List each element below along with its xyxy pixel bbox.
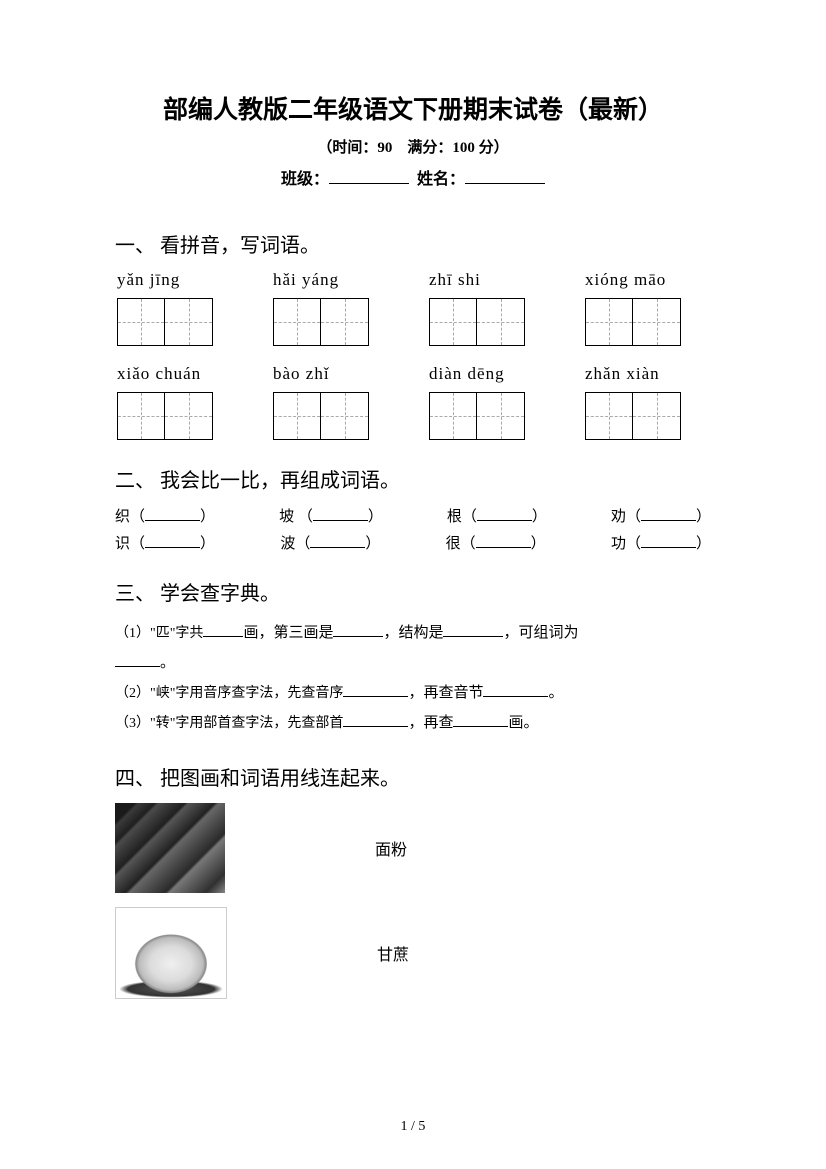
rice-image (115, 907, 227, 999)
page: 部编人教版二年级语文下册期末试卷（最新） （时间：90 满分：100 分） 班级… (0, 0, 826, 1169)
section4-heading: 四、 把图画和词语用线连起来。 (115, 762, 711, 791)
answer-blank[interactable] (343, 712, 408, 727)
answer-blank[interactable] (477, 506, 532, 521)
pinyin-row-1: yǎn jīng hǎi yáng zhī shi xióng māo (115, 270, 711, 290)
compare-item: 织（） (115, 505, 215, 526)
answer-blank[interactable] (310, 533, 365, 548)
answer-blank[interactable] (453, 712, 508, 727)
answer-blank[interactable] (313, 506, 368, 521)
answer-blank[interactable] (333, 622, 383, 637)
sugarcane-image (115, 803, 225, 893)
pinyin-row-2: xiǎo chuán bào zhǐ diàn dēng zhǎn xiàn (115, 364, 711, 384)
tianzi-box[interactable] (585, 392, 705, 440)
tianzi-row-1 (115, 298, 711, 346)
pinyin-2-4: zhǎn xiàn (585, 364, 705, 384)
tianzi-box[interactable] (117, 298, 237, 346)
match-word-2: 甘蔗 (377, 941, 409, 965)
section2-heading: 二、 我会比一比，再组成词语。 (115, 464, 711, 493)
answer-blank[interactable] (145, 533, 200, 548)
q3-line3: （3）"转"字用部首查字法，先查部首，再查画。 (115, 708, 711, 738)
pic-row-1: 面粉 (115, 803, 711, 893)
tianzi-box[interactable] (429, 392, 549, 440)
section1-heading: 一、 看拼音，写词语。 (115, 229, 711, 258)
tianzi-box[interactable] (273, 392, 393, 440)
answer-blank[interactable] (476, 533, 531, 548)
pinyin-2-2: bào zhǐ (273, 364, 393, 384)
match-word-1: 面粉 (375, 836, 407, 860)
pinyin-1-1: yǎn jīng (117, 270, 237, 290)
answer-blank[interactable] (203, 622, 243, 637)
compare-item: 劝（） (611, 505, 711, 526)
pinyin-1-4: xióng māo (585, 270, 705, 290)
page-footer: 1 / 5 (0, 1119, 826, 1135)
section3-heading: 三、 学会查字典。 (115, 577, 711, 606)
tianzi-box[interactable] (585, 298, 705, 346)
answer-blank[interactable] (483, 682, 548, 697)
compare-item: 识（） (115, 532, 215, 553)
compare-item: 波（） (280, 532, 380, 553)
compare-item: 坡 （） (279, 505, 383, 526)
pinyin-1-2: hǎi yáng (273, 270, 393, 290)
compare-item: 很（） (446, 532, 546, 553)
tianzi-box[interactable] (117, 392, 237, 440)
compare-row-b: 识（） 波（） 很（） 功（） (115, 532, 711, 553)
answer-blank[interactable] (443, 622, 503, 637)
name-blank[interactable] (465, 167, 545, 184)
pic-row-2: 甘蔗 (115, 907, 711, 999)
answer-blank[interactable] (641, 506, 696, 521)
tianzi-box[interactable] (429, 298, 549, 346)
q3-line1b: 。 (115, 648, 711, 678)
compare-item: 功（） (611, 532, 711, 553)
answer-blank[interactable] (641, 533, 696, 548)
class-blank[interactable] (329, 167, 409, 184)
name-line: 班级： 姓名： (115, 165, 711, 189)
compare-row-a: 织（） 坡 （） 根（） 劝（） (115, 505, 711, 526)
pinyin-1-3: zhī shi (429, 270, 549, 290)
tianzi-box[interactable] (273, 298, 393, 346)
name-label: 姓名： (417, 171, 465, 188)
q3-line1: （1）"匹"字共画，第三画是，结构是，可组词为 (115, 618, 711, 648)
pinyin-2-3: diàn dēng (429, 364, 549, 384)
q3-line2: （2）"峡"字用音序查字法，先查音序，再查音节。 (115, 678, 711, 708)
answer-blank[interactable] (145, 506, 200, 521)
answer-blank[interactable] (343, 682, 408, 697)
tianzi-row-2 (115, 392, 711, 440)
page-subtitle: （时间：90 满分：100 分） (115, 136, 711, 157)
page-title: 部编人教版二年级语文下册期末试卷（最新） (115, 90, 711, 126)
pinyin-2-1: xiǎo chuán (117, 364, 237, 384)
q3-block: （1）"匹"字共画，第三画是，结构是，可组词为 。 （2）"峡"字用音序查字法，… (115, 618, 711, 738)
compare-item: 根（） (447, 505, 547, 526)
class-label: 班级： (281, 171, 329, 188)
answer-blank[interactable] (115, 652, 160, 667)
